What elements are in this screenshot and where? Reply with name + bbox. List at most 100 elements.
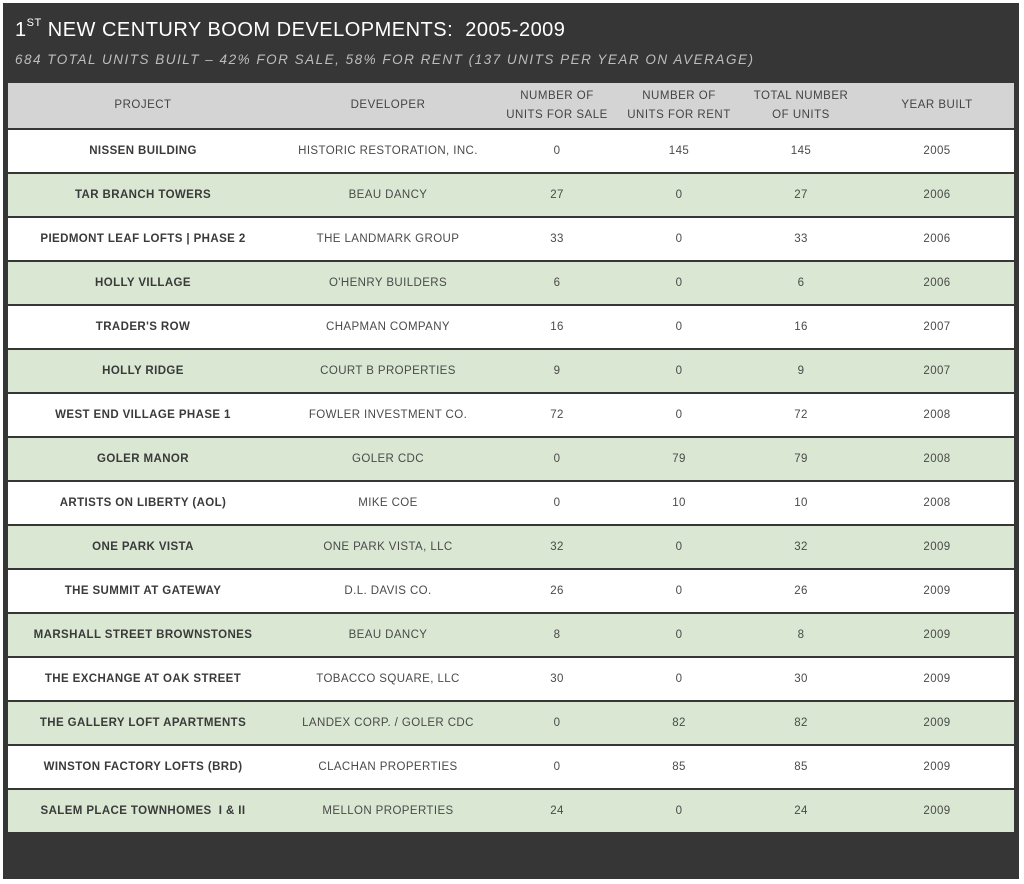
column-header-line: YEAR BUILT [901,99,973,111]
developer-cell: COURT B PROPERTIES [278,349,498,394]
units-for-sale-cell: 6 [498,261,616,306]
table-row: WEST END VILLAGE PHASE 1 FOWLER INVESTMEN… [8,393,1014,438]
project-cell: SALEM PLACE TOWNHOMES I & II [8,789,278,834]
year-built-cell: 2008 [860,393,1014,438]
units-for-rent-cell: 0 [616,789,742,834]
table-row: PIEDMONT LEAF LOFTS | PHASE 2 THE LANDMAR… [8,217,1014,262]
year-built-cell: 2007 [860,305,1014,350]
page-title: 1ST NEW CENTURY BOOM DEVELOPMENTS: 2005-… [15,17,566,42]
units-for-sale-cell: 26 [498,569,616,614]
project-cell: GOLER MANOR [8,437,278,482]
column-header-project: PROJECT [8,83,278,130]
developer-cell: ONE PARK VISTA, LLC [278,525,498,570]
developer-cell: THE LANDMARK GROUP [278,217,498,262]
table-row: HOLLY RIDGE COURT B PROPERTIES 9 0 9 2007 [8,349,1014,394]
developer-cell: LANDEX CORP. / GOLER CDC [278,701,498,746]
table-row: GOLER MANOR GOLER CDC 0 79 79 2008 [8,437,1014,482]
units-for-sale-cell: 72 [498,393,616,438]
year-built-cell: 2009 [860,569,1014,614]
total-units-cell: 6 [742,261,860,306]
header-row: PROJECT DEVELOPER NUMBER OF UNITS FOR SALE N… [8,83,1014,130]
units-for-sale-cell: 24 [498,789,616,834]
column-header-line: DEVELOPER [350,99,426,111]
units-for-sale-cell: 9 [498,349,616,394]
total-units-cell: 16 [742,305,860,350]
year-built-cell: 2009 [860,789,1014,834]
page-subtitle: 684 TOTAL UNITS BUILT – 42% FOR SALE, 58… [15,52,755,67]
total-units-cell: 27 [742,173,860,218]
table-row: ONE PARK VISTA ONE PARK VISTA, LLC 32 0 32 20… [8,525,1014,570]
year-built-cell: 2009 [860,657,1014,702]
units-for-rent-cell: 0 [616,525,742,570]
year-built-cell: 2007 [860,349,1014,394]
year-built-cell: 2008 [860,437,1014,482]
developer-cell: BEAU DANCY [278,173,498,218]
project-cell: HOLLY RIDGE [8,349,278,394]
title-text: NEW CENTURY BOOM DEVELOPMENTS: 2005-2009 [41,19,566,41]
project-cell: ARTISTS ON LIBERTY (AOL) [8,481,278,526]
total-units-cell: 145 [742,129,860,174]
developer-cell: D.L. DAVIS CO. [278,569,498,614]
units-for-rent-cell: 0 [616,657,742,702]
developer-cell: GOLER CDC [278,437,498,482]
project-cell: THE GALLERY LOFT APARTMENTS [8,701,278,746]
column-header-line: UNITS FOR RENT [627,108,731,121]
table-body: NISSEN BUILDING HISTORIC RESTORATION, INC… [8,129,1014,834]
units-for-sale-cell: 30 [498,657,616,702]
units-for-rent-cell: 145 [616,129,742,174]
table-row: NISSEN BUILDING HISTORIC RESTORATION, INC… [8,129,1014,174]
units-for-sale-cell: 8 [498,613,616,658]
column-header-line: UNITS FOR SALE [506,108,608,121]
units-for-sale-cell: 0 [498,745,616,790]
project-cell: WINSTON FACTORY LOFTS (BRD) [8,745,278,790]
year-built-cell: 2006 [860,261,1014,306]
table-row: THE EXCHANGE AT OAK STREET TOBACCO SQUARE… [8,657,1014,702]
table-frame: 1ST NEW CENTURY BOOM DEVELOPMENTS: 2005-… [3,3,1019,879]
table-row: TAR BRANCH TOWERS BEAU DANCY 27 0 27 2006 [8,173,1014,218]
units-for-rent-cell: 0 [616,349,742,394]
year-built-cell: 2009 [860,701,1014,746]
table-row: THE GALLERY LOFT APARTMENTS LANDEX CORP. … [8,701,1014,746]
developer-cell: HISTORIC RESTORATION, INC. [278,129,498,174]
table-row: TRADER'S ROW CHAPMAN COMPANY 16 0 16 2007 [8,305,1014,350]
project-cell: WEST END VILLAGE PHASE 1 [8,393,278,438]
units-for-sale-cell: 27 [498,173,616,218]
project-cell: HOLLY VILLAGE [8,261,278,306]
column-header-developer: DEVELOPER [278,83,498,130]
units-for-rent-cell: 79 [616,437,742,482]
column-header-units-for-rent: NUMBER OF UNITS FOR RENT [616,83,742,130]
year-built-cell: 2009 [860,613,1014,658]
year-built-cell: 2009 [860,745,1014,790]
developer-cell: MIKE COE [278,481,498,526]
total-units-cell: 8 [742,613,860,658]
units-for-rent-cell: 0 [616,613,742,658]
year-built-cell: 2006 [860,217,1014,262]
units-for-sale-cell: 0 [498,701,616,746]
units-for-rent-cell: 85 [616,745,742,790]
units-for-sale-cell: 32 [498,525,616,570]
column-header-year-built: YEAR BUILT [860,83,1014,130]
column-header-line: TOTAL NUMBER [753,89,849,102]
units-for-rent-cell: 10 [616,481,742,526]
units-for-sale-cell: 0 [498,129,616,174]
units-for-rent-cell: 0 [616,173,742,218]
column-header-total-units: TOTAL NUMBER OF UNITS [742,83,860,130]
units-for-rent-cell: 82 [616,701,742,746]
developer-cell: BEAU DANCY [278,613,498,658]
developer-cell: CLACHAN PROPERTIES [278,745,498,790]
developer-cell: MELLON PROPERTIES [278,789,498,834]
developer-cell: FOWLER INVESTMENT CO. [278,393,498,438]
project-cell: TAR BRANCH TOWERS [8,173,278,218]
title-superscript: ST [26,17,42,30]
table-row: SALEM PLACE TOWNHOMES I & II MELLON PROPE… [8,789,1014,834]
total-units-cell: 82 [742,701,860,746]
units-for-sale-cell: 0 [498,481,616,526]
developer-cell: O'HENRY BUILDERS [278,261,498,306]
total-units-cell: 24 [742,789,860,834]
total-units-cell: 33 [742,217,860,262]
column-header-line: NUMBER OF [520,89,594,102]
table-row: ARTISTS ON LIBERTY (AOL) MIKE COE 0 10 10 200… [8,481,1014,526]
developer-cell: CHAPMAN COMPANY [278,305,498,350]
project-cell: THE SUMMIT AT GATEWAY [8,569,278,614]
year-built-cell: 2005 [860,129,1014,174]
